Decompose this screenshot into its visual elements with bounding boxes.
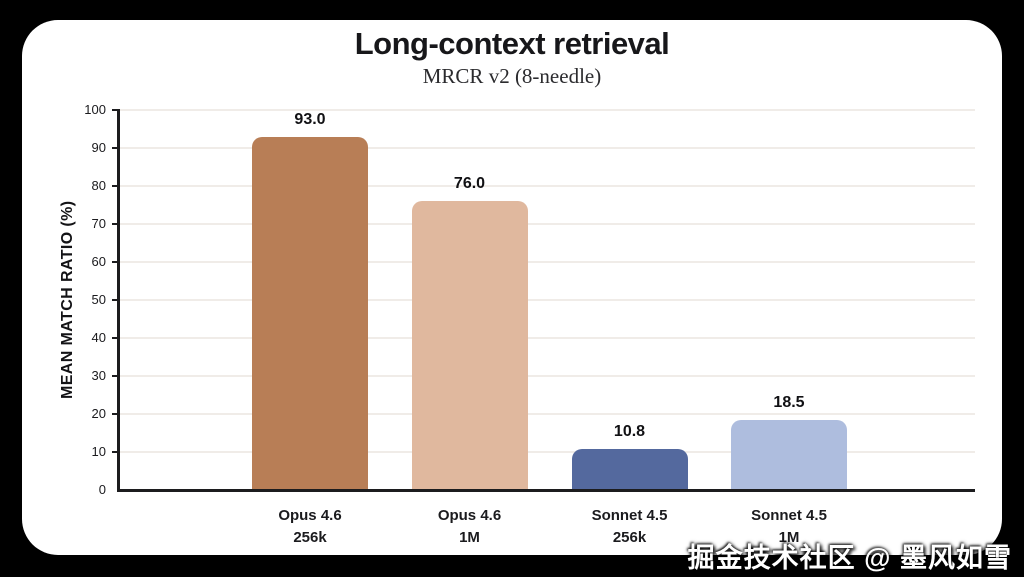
bar xyxy=(252,136,368,490)
y-tick-label: 90 xyxy=(91,140,106,155)
x-category-label: Opus 4.6 256k xyxy=(230,505,390,549)
y-gridline xyxy=(120,375,975,377)
x-category-line: 256k xyxy=(612,529,647,546)
x-category-line: Opus 4.6 xyxy=(437,507,502,524)
bar xyxy=(731,419,847,490)
y-tick-mark xyxy=(112,337,120,339)
x-category-label: Sonnet 4.5 1M xyxy=(709,505,869,549)
y-gridline xyxy=(120,147,975,149)
y-gridline xyxy=(120,223,975,225)
y-tick-label: 10 xyxy=(91,444,106,459)
y-tick-label: 60 xyxy=(91,254,106,269)
bar-value-label: 93.0 xyxy=(294,110,326,128)
y-tick-label: 30 xyxy=(91,368,106,383)
watermark: 掘金技术社区 @ 墨风如雪 xyxy=(687,543,1012,573)
y-tick-mark xyxy=(112,109,120,111)
y-tick-mark xyxy=(112,375,120,377)
bar xyxy=(411,201,528,490)
y-tick-mark xyxy=(112,223,120,225)
y-tick-label: 0 xyxy=(98,482,106,497)
y-axis-line xyxy=(117,110,120,492)
x-category-line: 256k xyxy=(293,529,327,546)
y-gridline xyxy=(120,185,975,187)
x-axis-line xyxy=(117,489,975,492)
y-gridline xyxy=(120,109,975,111)
y-gridline xyxy=(120,337,975,339)
y-tick-mark xyxy=(112,413,120,415)
x-category-label: Sonnet 4.5 256k xyxy=(550,505,710,549)
chart-title: Long-context retrieval xyxy=(354,26,670,61)
x-category-line: Opus 4.6 xyxy=(278,507,342,524)
y-tick-mark xyxy=(112,185,120,187)
bar xyxy=(571,448,688,490)
bar-value-label: 76.0 xyxy=(453,175,486,193)
y-tick-label: 50 xyxy=(91,292,106,307)
x-category-label: Opus 4.6 1M xyxy=(390,505,550,549)
y-gridline xyxy=(120,413,975,415)
y-tick-label: 70 xyxy=(91,216,106,231)
y-tick-mark xyxy=(112,451,120,453)
x-category-line: Sonnet 4.5 xyxy=(591,507,668,524)
x-category-line: Sonnet 4.5 xyxy=(751,507,827,524)
y-tick-label: 80 xyxy=(91,178,106,193)
y-tick-label: 20 xyxy=(91,406,106,421)
y-gridline xyxy=(120,299,975,301)
bar-value-label: 18.5 xyxy=(773,393,805,411)
y-tick-label: 100 xyxy=(84,102,106,117)
y-gridline xyxy=(120,451,975,453)
y-tick-mark xyxy=(112,261,120,263)
bar-value-label: 10.8 xyxy=(613,422,646,440)
y-tick-mark xyxy=(112,147,120,149)
x-category-line: 1M xyxy=(459,529,480,546)
y-tick-mark xyxy=(112,299,120,301)
x-category-line: 1M xyxy=(778,529,800,546)
chart-subtitle: MRCR v2 (8-needle) xyxy=(422,64,602,88)
y-tick-label: 40 xyxy=(91,330,106,345)
y-gridline xyxy=(120,261,975,263)
